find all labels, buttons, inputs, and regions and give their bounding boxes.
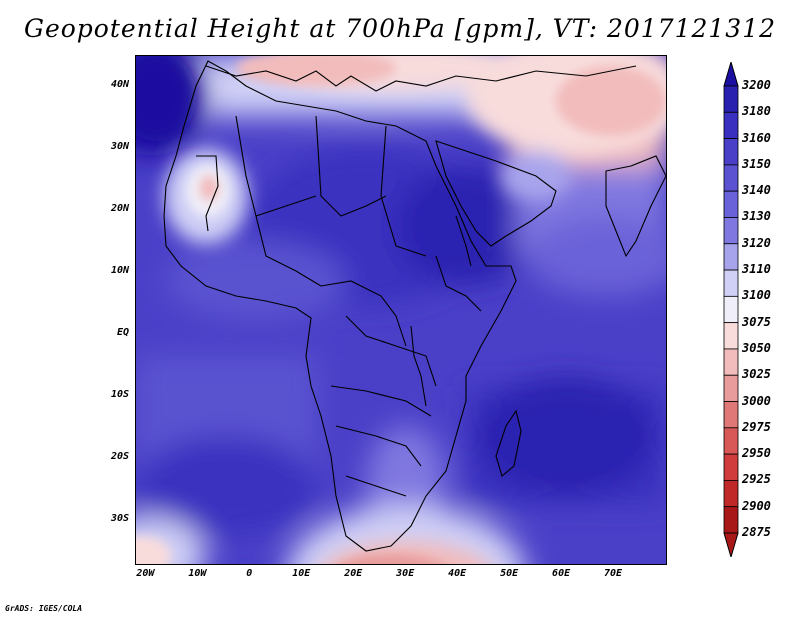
colorbar-swatch (723, 322, 739, 350)
colorbar-level-label: 3130 (742, 209, 771, 224)
colorbar-level-label: 3025 (742, 367, 771, 382)
field-blobs (136, 56, 666, 564)
colorbar-level-label: 2900 (742, 498, 771, 513)
colorbar-swatch (723, 138, 739, 166)
colorbar-top-arrow (723, 60, 739, 87)
colorbar-level-label: 2925 (742, 472, 771, 487)
lon-tick-label: 30E (396, 568, 415, 579)
lat-tick-label: 30S (110, 512, 129, 524)
colorbar-swatch (723, 269, 739, 297)
colorbar-swatch (723, 374, 739, 402)
colorbar-swatches (723, 60, 739, 559)
lat-tick-label: 10S (110, 388, 129, 400)
colorbar-level-label: 3000 (742, 393, 771, 408)
colorbar-swatch (723, 506, 739, 534)
colorbar-swatch (723, 295, 739, 324)
lat-tick-label: 20S (110, 450, 129, 462)
colorbar-swatch (723, 190, 739, 218)
colorbar-swatch (723, 427, 739, 455)
colorbar-level-label: 2950 (742, 446, 771, 461)
lon-tick-label: 60E (552, 568, 571, 579)
colorbar-swatch (723, 111, 739, 139)
colorbar-bottom-arrow (723, 532, 739, 559)
lat-tick-label: 20N (110, 202, 129, 214)
colorbar-level-label: 3160 (742, 130, 771, 145)
colorbar-level-label: 3100 (742, 288, 771, 303)
lon-tick-label: 20W (136, 568, 155, 579)
colorbar-level-label: 3050 (742, 340, 771, 355)
colorbar-swatch (723, 401, 739, 429)
colorbar-level-label: 3150 (742, 156, 771, 171)
colorbar-level-label: 3110 (742, 262, 771, 277)
colorbar-level-label: 3200 (742, 78, 771, 92)
colorbar-level-label: 2975 (742, 419, 771, 434)
colorbar-swatch (723, 453, 739, 481)
colorbar-swatch (723, 164, 739, 192)
lon-tick-label: 70E (604, 568, 623, 579)
colorbar-level-label: 3075 (742, 314, 771, 329)
colorbar-level-label: 3180 (742, 104, 771, 119)
lon-tick-label: 50E (500, 568, 519, 579)
colorbar-level-label: 2875 (742, 525, 771, 539)
coastlines (163, 60, 666, 552)
lon-tick-label: 10W (188, 568, 207, 579)
field-peaks (136, 56, 666, 564)
credit-label: GrADS: IGES/COLA (5, 604, 83, 613)
lat-tick-label: 30N (110, 140, 129, 152)
lat-tick-label: 40N (110, 78, 129, 90)
chart-title: Geopotential Height at 700hPa [gpm], VT:… (23, 14, 777, 43)
colorbar-level-label: 3120 (742, 235, 771, 250)
geopotential-field (136, 56, 666, 564)
colorbar-swatch (723, 85, 739, 113)
colorbar-swatch (723, 348, 739, 376)
lat-tick-label: EQ (116, 326, 129, 338)
lon-tick-label: 20E (344, 568, 363, 579)
lon-tick-label: 40E (448, 568, 467, 579)
lon-tick-label: 0 (246, 568, 253, 579)
map-plot-area (135, 55, 667, 565)
colorbar-level-label: 3140 (742, 183, 771, 198)
colorbar-swatch (723, 480, 739, 508)
colorbar-swatch (723, 217, 739, 245)
lat-tick-label: 10N (110, 264, 129, 276)
colorbar: 3200 3180 3160 3150 3140 3130 3120 3110 3100 3075… (720, 60, 800, 559)
colorbar-swatch (723, 243, 739, 271)
lon-tick-label: 10E (292, 568, 311, 579)
